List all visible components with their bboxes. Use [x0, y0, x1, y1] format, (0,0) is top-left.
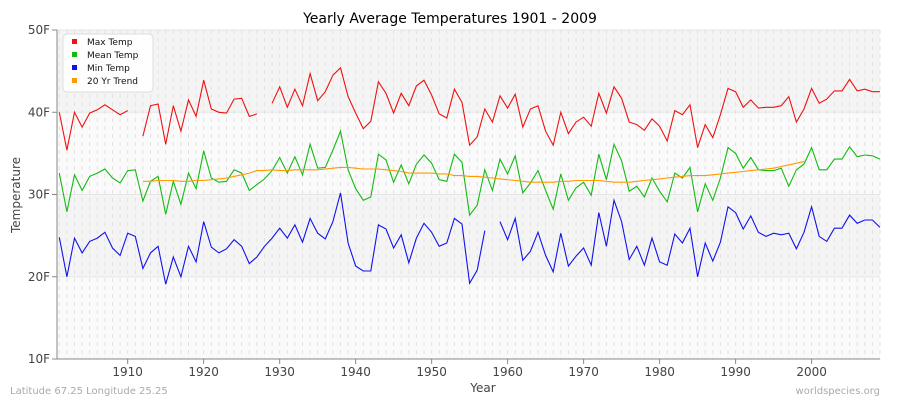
y-axis-label: Temperature: [9, 157, 23, 234]
series-line-min-temp: [58, 192, 881, 285]
legend-box: [62, 33, 154, 93]
y-tick-label: 40F: [28, 105, 50, 119]
y-tick-label: 20F: [28, 270, 50, 284]
legend-label: Mean Temp: [87, 51, 139, 61]
legend-swatch: [72, 78, 77, 83]
series-line-20-yr-trend: [142, 161, 805, 183]
x-tick-label: 1950: [416, 365, 447, 379]
series-line-max-temp: [58, 66, 880, 151]
site-credit: worldspecies.org: [796, 386, 880, 397]
location-label: Latitude 67.25 Longitude 25.25: [10, 386, 168, 397]
legend-label: Max Temp: [87, 38, 133, 48]
x-axis-label: Year: [469, 381, 495, 395]
legend-swatch: [72, 65, 77, 70]
x-tick-label: 1970: [568, 365, 599, 379]
legend-label: Min Temp: [87, 64, 130, 74]
x-tick-label: 1920: [188, 365, 219, 379]
x-tick-label: 1980: [644, 365, 675, 379]
x-tick-label: 1990: [720, 365, 751, 379]
legend-label: 20 Yr Trend: [87, 77, 138, 87]
y-tick-label: 50F: [28, 23, 50, 37]
x-tick-label: 1960: [492, 365, 523, 379]
legend-swatch: [72, 52, 77, 57]
series-line-mean-temp: [58, 129, 881, 217]
x-tick-label: 1940: [340, 365, 371, 379]
legend-swatch: [72, 39, 77, 44]
legend: Max Temp Mean Temp Min Temp 20 Yr Trend: [62, 33, 154, 93]
y-tick-label: 30F: [28, 188, 50, 202]
x-tick-label: 2000: [796, 365, 827, 379]
y-tick-label: 10F: [28, 352, 50, 366]
x-tick-label: 1910: [112, 365, 143, 379]
x-tick-label: 1930: [264, 365, 295, 379]
chart-title: Yearly Average Temperatures 1901 - 2009: [302, 11, 597, 27]
